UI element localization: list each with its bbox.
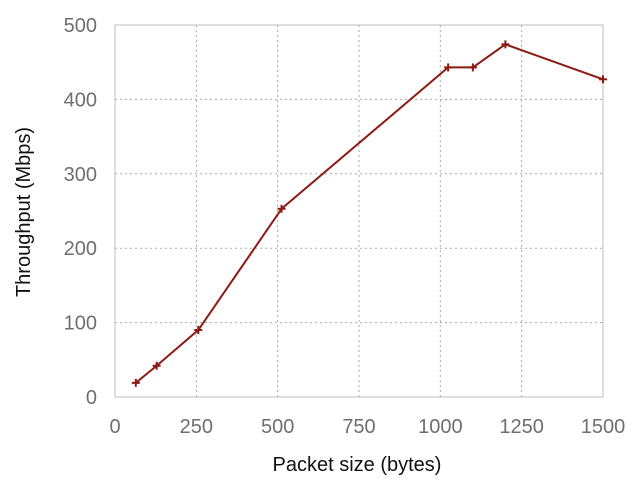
x-tick-label: 500 xyxy=(261,416,294,438)
y-tick-label: 0 xyxy=(86,387,97,409)
data-point-marker xyxy=(131,378,140,387)
x-axis-label: Packet size (bytes) xyxy=(273,454,442,476)
labels-layer: Packet size (bytes) Throughput (Mbps) xyxy=(13,127,441,476)
frame-layer xyxy=(114,24,604,398)
data-point-marker xyxy=(444,63,453,72)
data-point-marker xyxy=(468,63,477,72)
y-tick-label: 200 xyxy=(64,238,97,260)
ticks-layer: 0 250 500 750 1000 1250 1500 0 100 200 300 400 500 xyxy=(64,15,626,438)
data-point-marker xyxy=(152,361,161,370)
grid-layer xyxy=(114,24,604,398)
y-axis-label: Throughput (Mbps) xyxy=(13,127,35,297)
series-layer xyxy=(131,40,607,387)
plot-frame xyxy=(114,24,604,398)
x-tick-label: 0 xyxy=(109,416,120,438)
x-tick-label: 1250 xyxy=(499,416,544,438)
y-tick-label: 400 xyxy=(64,89,97,111)
x-tick-label: 750 xyxy=(342,416,375,438)
x-tick-label: 1000 xyxy=(418,416,463,438)
y-tick-label: 500 xyxy=(64,15,97,37)
y-tick-label: 100 xyxy=(64,313,97,335)
x-tick-label: 250 xyxy=(180,416,213,438)
data-point-marker xyxy=(194,326,203,335)
data-point-marker xyxy=(599,75,607,84)
series-line xyxy=(135,43,604,384)
data-point-marker xyxy=(501,40,510,49)
x-tick-label: 1500 xyxy=(581,416,626,438)
data-point-marker xyxy=(277,204,286,213)
y-tick-label: 300 xyxy=(64,164,97,186)
